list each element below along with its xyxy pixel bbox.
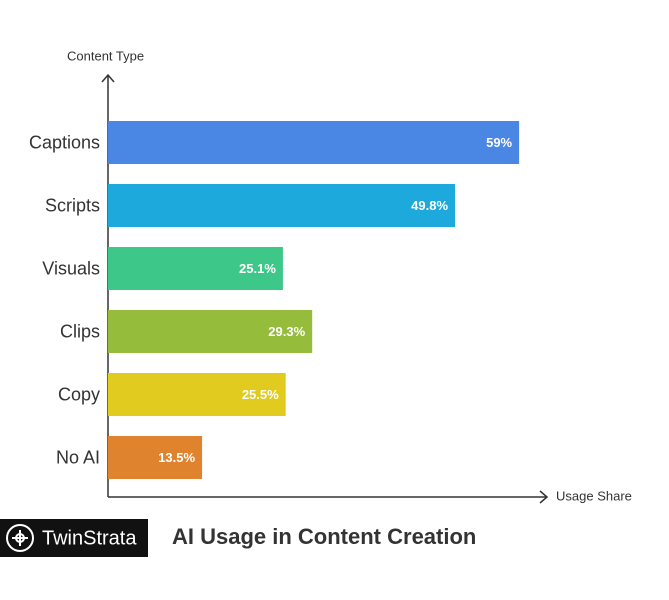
category-label: Copy — [58, 384, 100, 404]
bar — [108, 121, 520, 164]
value-label: 25.5% — [242, 387, 279, 402]
y-axis-label: Content Type — [67, 48, 144, 63]
x-arrow — [539, 490, 549, 504]
value-label: 29.3% — [268, 324, 305, 339]
bar — [108, 310, 313, 353]
x-axis-label: Usage Share — [556, 488, 632, 503]
chart-title: AI Usage in Content Creation — [172, 524, 476, 549]
bar — [108, 184, 456, 227]
category-label: Captions — [29, 132, 100, 152]
brand-name: TwinStrata — [42, 527, 137, 549]
bar — [108, 247, 283, 290]
category-label: Visuals — [42, 258, 100, 278]
y-arrow — [101, 73, 115, 83]
value-label: 13.5% — [158, 450, 195, 465]
bar — [108, 373, 286, 416]
category-label: No AI — [56, 447, 100, 467]
category-label: Clips — [60, 321, 100, 341]
brand-icon — [6, 524, 34, 552]
value-label: 59% — [486, 135, 512, 150]
category-label: Scripts — [45, 195, 100, 215]
value-label: 25.1% — [239, 261, 276, 276]
value-label: 49.8% — [411, 198, 448, 213]
bar — [108, 436, 203, 479]
